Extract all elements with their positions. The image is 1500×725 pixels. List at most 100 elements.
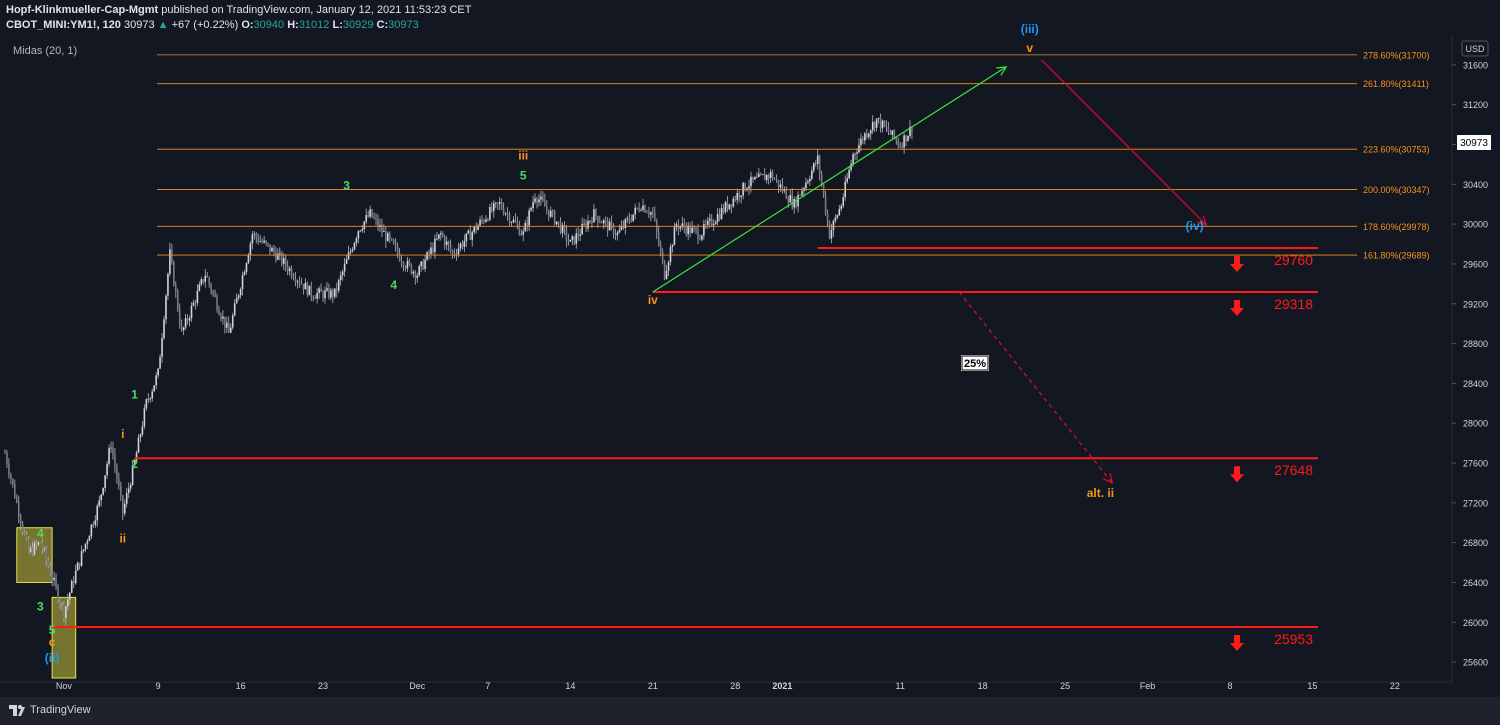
- wave-label: 3: [343, 178, 350, 192]
- candle-body: [663, 260, 666, 279]
- candle: [279, 247, 281, 261]
- candle: [100, 494, 102, 507]
- forecast-arrow-line: [652, 66, 1007, 293]
- candle: [226, 316, 228, 333]
- candle-body: [496, 202, 499, 204]
- candle-body: [17, 502, 20, 517]
- candle-body: [632, 214, 634, 222]
- x-tick-label: Feb: [1140, 681, 1156, 691]
- candle-body: [363, 221, 366, 229]
- candle-body: [648, 212, 650, 215]
- candle-body: [127, 488, 130, 494]
- candle-body: [646, 212, 648, 214]
- candle: [516, 216, 519, 230]
- candle-body: [866, 133, 868, 137]
- candle-body: [410, 264, 413, 274]
- brand-name[interactable]: TradingView: [30, 704, 91, 716]
- candle-body: [832, 220, 835, 231]
- price-chart[interactable]: 278.60%(31700) 261.80%(31411) 223.60%(3075…: [0, 0, 1500, 697]
- candle: [640, 207, 642, 212]
- candle: [447, 240, 450, 252]
- candle-body: [740, 195, 742, 198]
- candle-body: [793, 199, 795, 208]
- candle-body: [597, 216, 599, 223]
- candle: [80, 545, 83, 567]
- candle-body: [848, 169, 850, 179]
- tradingview-logo-icon[interactable]: [8, 704, 26, 717]
- candle: [294, 271, 297, 287]
- candle: [685, 222, 688, 237]
- candle-body: [90, 524, 93, 537]
- candle-body: [685, 227, 688, 235]
- candle: [143, 404, 146, 430]
- candle-body: [555, 221, 558, 225]
- candle: [345, 255, 348, 265]
- candle-body: [502, 208, 505, 214]
- candle: [860, 133, 862, 152]
- candle-body: [897, 140, 900, 146]
- symbol-name[interactable]: CBOT_MINI:YM1!, 120: [6, 19, 121, 31]
- candle-body: [322, 291, 324, 299]
- candle-body: [145, 399, 148, 409]
- candle: [807, 179, 809, 185]
- candle-body: [593, 209, 595, 223]
- candle-body: [180, 324, 183, 331]
- candle-body: [298, 281, 301, 284]
- candle: [575, 228, 578, 249]
- candle: [547, 209, 550, 221]
- candle-body: [304, 282, 307, 290]
- candle-body: [218, 309, 220, 315]
- candle: [204, 268, 207, 288]
- candle-body: [8, 464, 10, 475]
- candle-body: [814, 163, 817, 165]
- candle-body: [459, 243, 462, 249]
- candle-body: [114, 454, 116, 467]
- candle: [133, 459, 136, 467]
- candle: [838, 204, 841, 217]
- candle: [494, 201, 497, 209]
- candle-body: [320, 288, 322, 292]
- candle: [569, 239, 572, 242]
- candle-body: [512, 219, 515, 223]
- candle: [883, 120, 886, 128]
- candle: [795, 196, 797, 209]
- candle: [404, 264, 407, 272]
- candle: [638, 202, 640, 213]
- candle-body: [78, 562, 81, 566]
- candle: [595, 208, 597, 221]
- candle: [318, 286, 320, 300]
- candle: [636, 207, 638, 211]
- candle-body: [151, 391, 154, 399]
- candle-body: [526, 222, 528, 226]
- candle-body: [489, 207, 491, 220]
- candle-body: [339, 275, 342, 280]
- candle: [644, 204, 646, 214]
- axes: 25600 26000 26400 26800 27200 27600 28000 28400…: [0, 35, 1488, 691]
- candle: [510, 221, 513, 226]
- currency-badge[interactable]: USD: [1461, 40, 1489, 57]
- candle-body: [92, 524, 95, 526]
- candle-body: [799, 194, 801, 196]
- candle: [824, 190, 827, 216]
- publisher-name[interactable]: Hopf-Klinkmueller-Cap-Mgmt: [6, 4, 159, 16]
- candle: [312, 295, 315, 302]
- candle-body: [212, 291, 214, 293]
- candle-body: [443, 236, 446, 246]
- candle-body: [498, 202, 501, 204]
- candle-body: [718, 214, 721, 220]
- candle-body: [408, 260, 411, 265]
- candle: [799, 194, 801, 196]
- candle-body: [553, 211, 556, 225]
- candle-body: [133, 460, 136, 466]
- candle-body: [369, 209, 371, 217]
- candle-body: [247, 255, 250, 264]
- candle-body: [508, 214, 511, 223]
- candle: [551, 209, 554, 218]
- candle: [428, 249, 430, 260]
- candle: [473, 225, 475, 235]
- candle-body: [47, 560, 49, 567]
- candle: [131, 460, 134, 487]
- candle-body: [355, 238, 358, 243]
- candle-body: [106, 463, 108, 476]
- candle-body: [202, 279, 205, 282]
